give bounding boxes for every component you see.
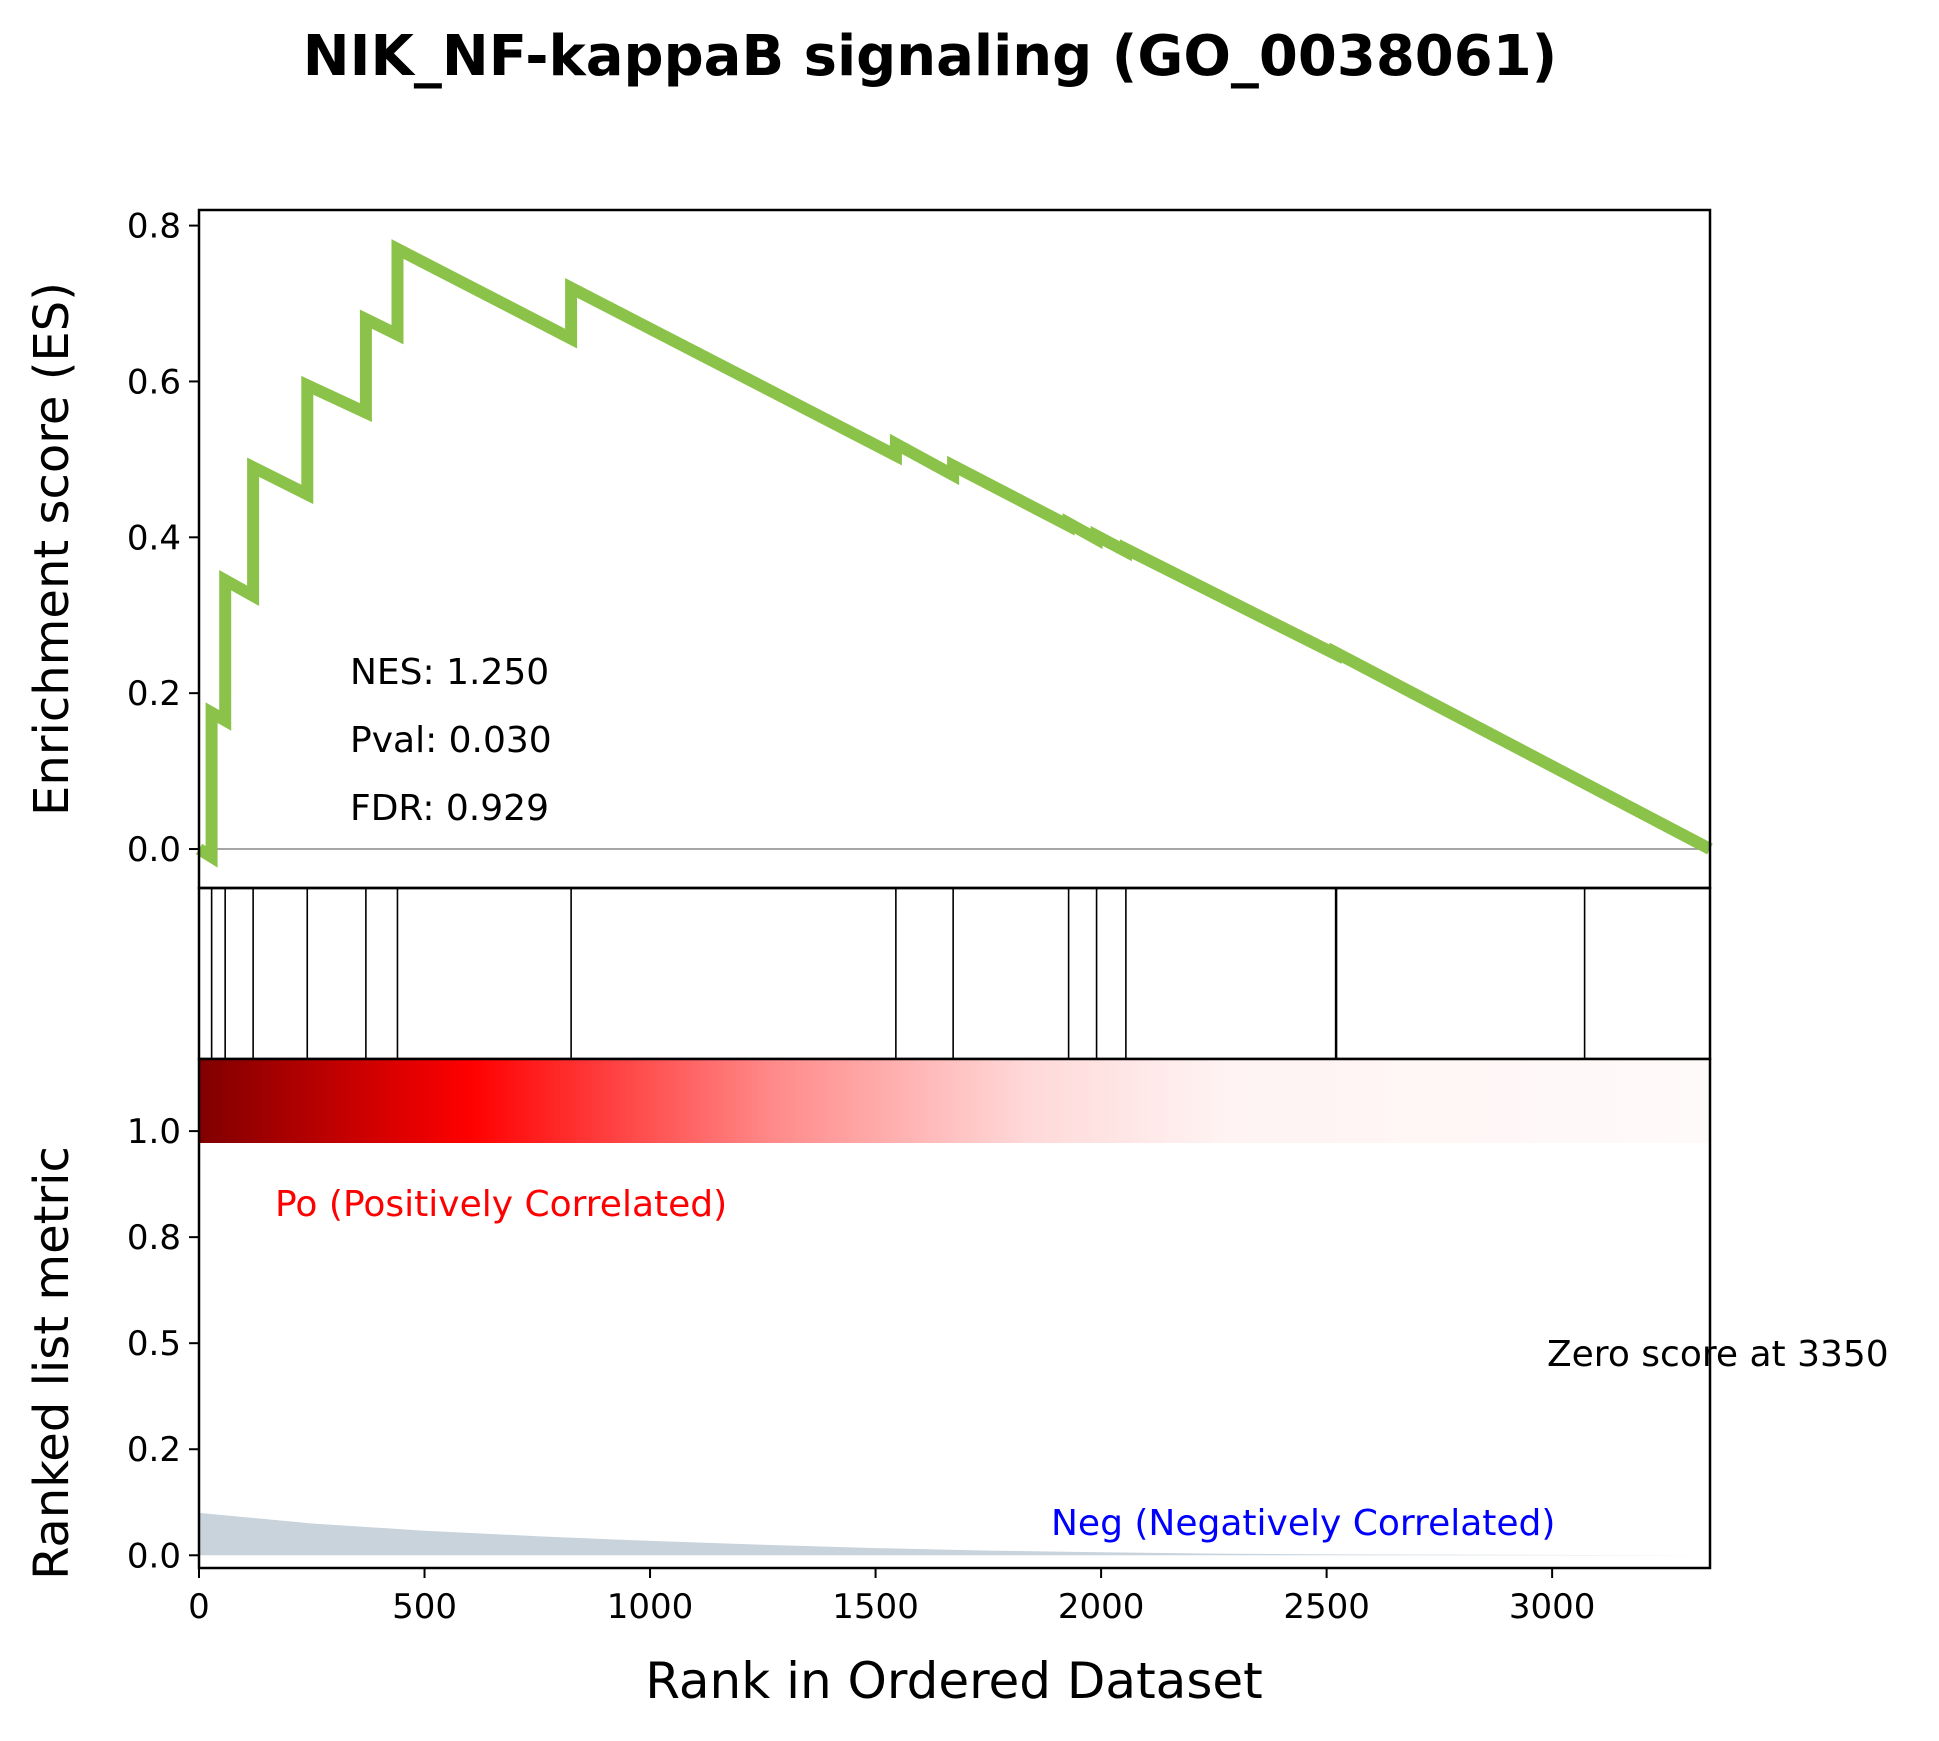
neg-label: Neg (Negatively Correlated) [1051,1503,1555,1544]
rank-heatmap-bar [199,1059,1710,1143]
metric-tick-label: 0.0 [127,1536,181,1576]
es-tick-label: 0.2 [127,674,181,714]
metric-panel: 0.0 0.2 0.5 0.8 1.0 Po (Positively Correlate… [24,1057,1889,1580]
pval-annotation: Pval: 0.030 [350,720,552,761]
es-tick-label: 0.0 [127,830,181,870]
metric-tick-label: 0.2 [127,1430,181,1470]
nes-annotation: NES: 1.250 [350,652,549,693]
metric-tick-label: 0.8 [127,1218,181,1258]
pos-label: Po (Positively Correlated) [275,1184,727,1225]
metric-tick-label: 0.5 [127,1324,181,1364]
hits-panel [197,886,1712,1061]
es-panel: 0.0 0.2 0.4 0.6 0.8 NES: 1.250 Pval: 0.030 F… [24,207,1713,890]
es-tick-label: 0.8 [127,207,181,247]
x-tick-label: 1500 [832,1587,919,1627]
x-tick-label: 0 [188,1587,210,1627]
metric-ylabel: Ranked list metric [24,1146,80,1580]
metric-panel-frame [197,1057,1712,1570]
es-tick-label: 0.6 [127,362,181,402]
zero-score-label: Zero score at 3350 [1547,1334,1889,1375]
metric-tick-label: 1.0 [127,1112,181,1152]
es-tick-label: 0.4 [127,518,181,558]
x-tick-label: 2500 [1283,1587,1370,1627]
fdr-annotation: FDR: 0.929 [350,788,549,829]
x-tick-label: 500 [392,1587,457,1627]
x-tick-label: 1000 [607,1587,694,1627]
chart-title: NIK_NF-kappaB signaling (GO_0038061) [303,24,1558,89]
x-tick-label: 3000 [1509,1587,1596,1627]
x-axis-label: Rank in Ordered Dataset [645,1652,1262,1710]
es-curve [195,239,1713,868]
x-axis: 0 500 1000 1500 2000 2500 3000 [188,1568,1595,1627]
es-ylabel: Enrichment score (ES) [24,282,80,816]
x-tick-label: 2000 [1058,1587,1145,1627]
es-panel-frame [197,208,1712,890]
metric-area [199,1512,1710,1556]
hits-panel-frame [197,886,1712,1061]
